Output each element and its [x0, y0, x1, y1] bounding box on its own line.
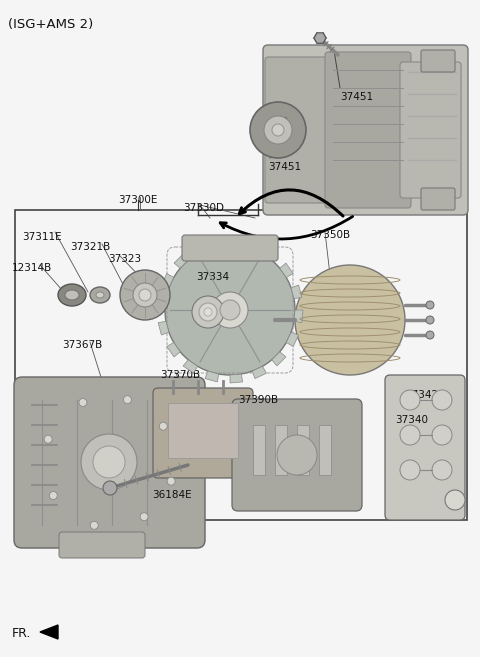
Ellipse shape	[65, 290, 79, 300]
Circle shape	[139, 289, 151, 301]
Polygon shape	[280, 263, 293, 277]
Ellipse shape	[58, 284, 86, 306]
Text: 37342: 37342	[405, 390, 438, 400]
Circle shape	[167, 477, 175, 486]
FancyBboxPatch shape	[232, 399, 362, 511]
Polygon shape	[263, 247, 277, 260]
Text: 37321B: 37321B	[70, 242, 110, 252]
Text: 37323: 37323	[108, 254, 141, 264]
Text: 37340: 37340	[395, 415, 428, 425]
Circle shape	[192, 296, 224, 328]
Circle shape	[90, 521, 98, 530]
Circle shape	[165, 245, 295, 375]
Circle shape	[426, 316, 434, 324]
Text: (ISG+AMS 2): (ISG+AMS 2)	[8, 18, 93, 31]
Ellipse shape	[295, 265, 405, 375]
Circle shape	[159, 422, 167, 430]
Circle shape	[264, 116, 292, 144]
FancyBboxPatch shape	[59, 532, 145, 558]
Circle shape	[199, 303, 217, 321]
Text: 36184E: 36184E	[152, 490, 192, 500]
FancyBboxPatch shape	[182, 235, 278, 261]
Polygon shape	[174, 254, 188, 268]
Circle shape	[272, 124, 284, 136]
Polygon shape	[193, 241, 208, 254]
Text: FR.: FR.	[12, 627, 31, 640]
Text: 37334: 37334	[196, 272, 229, 282]
FancyBboxPatch shape	[265, 57, 336, 203]
Text: 37300E: 37300E	[118, 195, 157, 205]
FancyBboxPatch shape	[385, 375, 465, 520]
Circle shape	[426, 301, 434, 309]
Polygon shape	[40, 625, 58, 639]
Circle shape	[204, 308, 212, 316]
FancyBboxPatch shape	[263, 45, 468, 215]
Circle shape	[212, 292, 248, 328]
Circle shape	[93, 446, 125, 478]
Polygon shape	[217, 237, 230, 246]
Circle shape	[103, 481, 117, 495]
Circle shape	[81, 434, 137, 490]
Circle shape	[445, 490, 465, 510]
Bar	[319, 425, 331, 475]
Polygon shape	[241, 238, 255, 249]
Circle shape	[123, 396, 132, 403]
Polygon shape	[230, 374, 243, 383]
Circle shape	[277, 435, 317, 475]
Ellipse shape	[96, 292, 104, 298]
Polygon shape	[314, 33, 326, 43]
Polygon shape	[167, 342, 180, 357]
FancyBboxPatch shape	[153, 388, 253, 478]
Bar	[297, 425, 309, 475]
Circle shape	[432, 425, 452, 445]
Text: 37451: 37451	[340, 92, 373, 102]
Circle shape	[49, 491, 57, 499]
Polygon shape	[161, 273, 174, 288]
Ellipse shape	[90, 287, 110, 303]
Circle shape	[133, 283, 157, 307]
Circle shape	[79, 398, 87, 407]
Polygon shape	[286, 332, 299, 346]
Circle shape	[120, 270, 170, 320]
Polygon shape	[158, 321, 169, 335]
Polygon shape	[272, 351, 286, 366]
FancyBboxPatch shape	[421, 188, 455, 210]
Text: 37367B: 37367B	[62, 340, 102, 350]
Polygon shape	[278, 118, 288, 126]
Polygon shape	[252, 367, 266, 378]
Circle shape	[140, 512, 148, 521]
Circle shape	[44, 435, 52, 443]
Text: 37311E: 37311E	[22, 232, 61, 242]
Circle shape	[250, 102, 306, 158]
Bar	[275, 425, 287, 475]
Text: 37350B: 37350B	[310, 230, 350, 240]
FancyBboxPatch shape	[325, 52, 411, 208]
FancyBboxPatch shape	[421, 50, 455, 72]
Text: 37330D: 37330D	[183, 203, 224, 213]
Text: 12314B: 12314B	[12, 263, 52, 273]
Polygon shape	[294, 310, 303, 323]
Circle shape	[400, 390, 420, 410]
FancyBboxPatch shape	[14, 377, 205, 548]
Bar	[168, 403, 238, 458]
Bar	[253, 425, 265, 475]
Polygon shape	[205, 371, 219, 382]
Circle shape	[220, 300, 240, 320]
Circle shape	[426, 331, 434, 339]
Circle shape	[432, 460, 452, 480]
Polygon shape	[157, 298, 166, 310]
Text: 37451: 37451	[268, 162, 301, 172]
Text: 37370B: 37370B	[160, 370, 200, 380]
Text: 37390B: 37390B	[238, 395, 278, 405]
Polygon shape	[291, 285, 302, 299]
Polygon shape	[183, 360, 197, 373]
Circle shape	[400, 460, 420, 480]
Bar	[15, 210, 467, 520]
Circle shape	[432, 390, 452, 410]
Circle shape	[400, 425, 420, 445]
FancyBboxPatch shape	[400, 62, 461, 198]
